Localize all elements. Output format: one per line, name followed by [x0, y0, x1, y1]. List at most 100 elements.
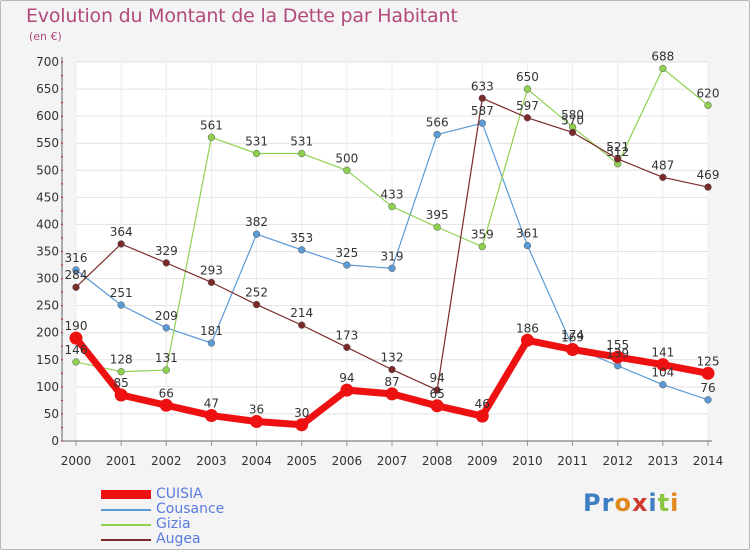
data-point-augea: [388, 365, 396, 374]
data-label-gizia: 580: [561, 108, 584, 122]
logo-letter: i: [670, 489, 680, 517]
x-tick-label: 2002: [151, 454, 182, 468]
data-label-cousance: 209: [155, 309, 178, 323]
chart-title: Evolution du Montant de la Dette par Hab…: [26, 5, 458, 27]
data-label-cousance: 361: [516, 227, 539, 241]
data-label-augea: 94: [430, 371, 445, 385]
data-label-augea: 364: [110, 225, 133, 239]
data-label-cousance: 382: [245, 215, 268, 229]
data-label-gizia: 359: [471, 228, 494, 242]
x-tick-label: 2011: [557, 454, 588, 468]
data-label-augea: 487: [651, 158, 674, 172]
data-label-cousance: 139: [606, 347, 629, 361]
data-label-augea: 597: [516, 99, 539, 113]
data-point-cousance: [162, 324, 170, 332]
data-point-augea: [478, 94, 486, 102]
data-point-cousance: [117, 301, 125, 309]
data-point-augea: [568, 128, 577, 137]
data-point-cousance: [252, 230, 261, 238]
x-tick-label: 2004: [241, 454, 272, 468]
data-label-augea: 329: [155, 244, 178, 258]
data-point-cuisia: [475, 409, 489, 423]
data-label-cuisia: 169: [561, 330, 584, 344]
data-point-cuisia: [114, 388, 128, 402]
data-label-augea: 293: [200, 263, 223, 277]
legend-label: Augea: [156, 531, 201, 547]
data-label-gizia: 531: [290, 135, 313, 149]
data-point-cuisia: [385, 387, 399, 401]
chart-unit-label: (en €): [29, 30, 62, 43]
data-label-cousance: 316: [65, 251, 88, 265]
data-label-gizia: 395: [426, 208, 449, 222]
data-label-cousance: 325: [335, 246, 358, 260]
data-point-gizia: [162, 366, 170, 374]
data-label-cuisia: 36: [249, 403, 264, 417]
data-point-cuisia: [204, 409, 218, 423]
legend-swatch: [101, 509, 151, 511]
data-point-cuisia: [701, 366, 715, 380]
y-tick-label: 0: [51, 434, 59, 448]
data-label-cuisia: 85: [114, 376, 129, 390]
data-label-gizia: 531: [245, 135, 268, 149]
data-label-gizia: 688: [651, 49, 674, 63]
data-point-gizia: [72, 358, 80, 366]
logo-letter: o: [614, 489, 632, 517]
data-label-cousance: 104: [651, 366, 674, 380]
data-point-augea: [343, 343, 351, 351]
legend-swatch: [101, 539, 151, 541]
y-tick-label: 150: [36, 353, 59, 367]
data-point-cousance: [298, 246, 306, 254]
data-label-augea: 633: [471, 79, 494, 93]
data-point-cousance: [659, 381, 667, 389]
data-point-augea: [298, 321, 306, 329]
data-point-gizia: [207, 133, 216, 141]
y-tick-label: 700: [36, 55, 59, 69]
data-point-cuisia: [611, 350, 625, 364]
data-point-cuisia: [430, 399, 444, 413]
data-point-gizia: [704, 101, 712, 109]
data-label-cousance: 76: [700, 381, 715, 395]
y-tick-label: 500: [36, 163, 59, 177]
data-label-augea: 252: [245, 286, 268, 300]
data-point-cuisia: [159, 398, 173, 412]
x-tick-label: 2000: [61, 454, 92, 468]
data-label-gizia: 650: [516, 70, 539, 84]
data-point-gizia: [659, 64, 667, 73]
data-point-cousance: [704, 396, 712, 404]
data-label-gizia: 620: [697, 86, 720, 100]
data-label-cuisia: 141: [651, 346, 674, 360]
data-point-gizia: [298, 149, 306, 158]
data-label-gizia: 561: [200, 118, 223, 132]
data-point-gizia: [433, 223, 441, 231]
data-label-cuisia: 190: [65, 319, 88, 333]
data-label-cuisia: 186: [516, 321, 539, 335]
data-label-augea: 521: [606, 140, 629, 154]
data-point-gizia: [117, 368, 125, 376]
data-label-cuisia: 30: [294, 406, 309, 420]
data-label-cousance: 319: [381, 249, 404, 263]
y-tick-label: 50: [44, 407, 59, 421]
data-point-gizia: [252, 149, 261, 158]
y-tick-label: 300: [36, 272, 59, 286]
x-tick-label: 2009: [467, 454, 498, 468]
data-label-cuisia: 125: [697, 354, 720, 368]
data-point-augea: [162, 259, 170, 267]
data-label-cuisia: 87: [384, 375, 399, 389]
legend-swatch: [101, 524, 151, 526]
data-label-gizia: 500: [335, 151, 358, 165]
legend-label: CUISIA: [156, 486, 203, 502]
data-point-gizia: [343, 166, 351, 174]
data-point-augea: [207, 278, 216, 287]
data-label-augea: 570: [561, 113, 584, 127]
y-tick-label: 450: [36, 190, 59, 204]
data-label-augea: 173: [335, 328, 358, 342]
data-point-cuisia: [340, 383, 354, 397]
data-label-gizia: 146: [65, 343, 88, 357]
data-label-cousance: 181: [200, 324, 223, 338]
data-label-cuisia: 46: [475, 397, 490, 411]
proxiti-logo: Proxiti: [583, 489, 679, 517]
data-label-gizia: 433: [381, 188, 404, 202]
y-tick-label: 250: [36, 299, 59, 313]
data-point-cuisia: [250, 415, 264, 429]
